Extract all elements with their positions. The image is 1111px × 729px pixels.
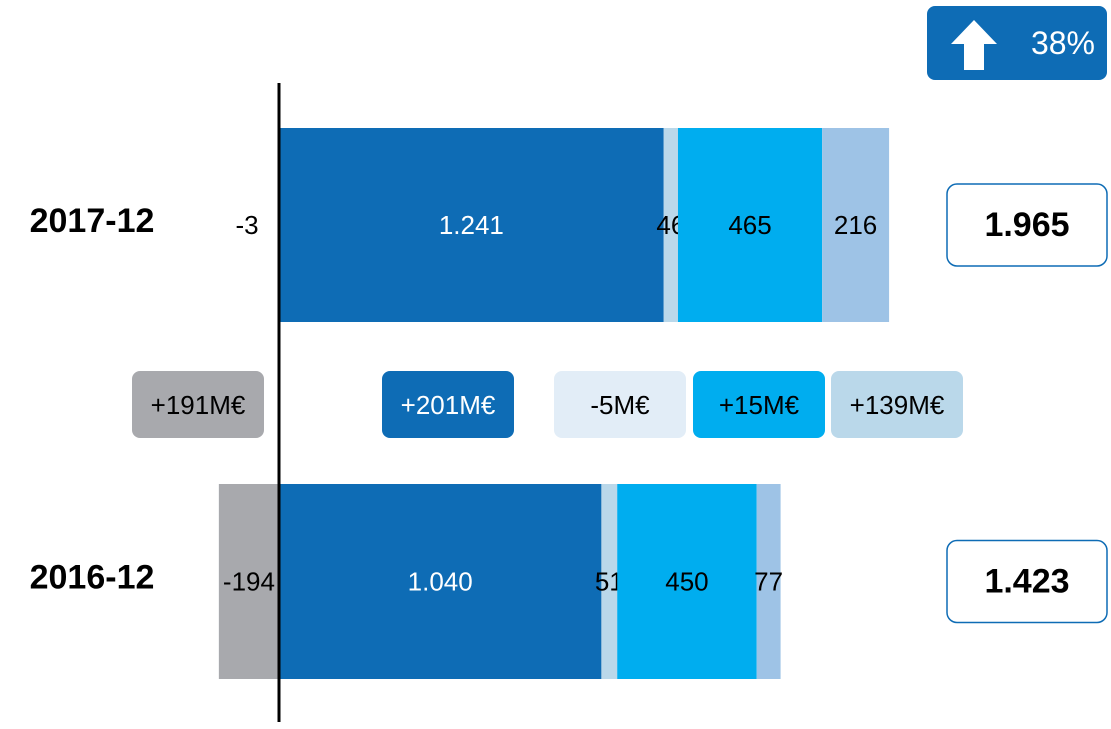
total-box bbox=[946, 539, 1108, 624]
data-label: 77 bbox=[754, 567, 783, 597]
data-label: -3 bbox=[235, 210, 258, 240]
bar-segment bbox=[756, 484, 781, 679]
data-label: -194 bbox=[223, 567, 275, 597]
bar-segment bbox=[601, 484, 618, 679]
change-chip bbox=[132, 371, 264, 438]
data-label: 450 bbox=[665, 567, 708, 597]
bar-segment bbox=[279, 128, 664, 322]
bar-segment bbox=[617, 484, 757, 679]
total-label: 1.965 bbox=[984, 206, 1069, 244]
bar-segment bbox=[677, 128, 823, 322]
data-label: 216 bbox=[834, 210, 877, 240]
data-label: 1.040 bbox=[408, 567, 473, 597]
bar-segment bbox=[279, 484, 602, 679]
category-label: 2016-12 bbox=[30, 559, 155, 597]
data-label: 465 bbox=[728, 210, 771, 240]
total-label: 1.423 bbox=[984, 563, 1069, 601]
change-badge: 38% bbox=[927, 6, 1107, 80]
change-percentage: 38% bbox=[1030, 25, 1095, 61]
change-label: -5M€ bbox=[590, 390, 650, 420]
bar-segment bbox=[218, 484, 279, 679]
change-label: +139M€ bbox=[850, 390, 945, 420]
bar-segment bbox=[822, 128, 890, 322]
change-chip bbox=[554, 371, 686, 438]
category-label: 2017-12 bbox=[30, 202, 155, 240]
change-chip bbox=[693, 371, 825, 438]
change-chip bbox=[382, 371, 514, 438]
change-label: +201M€ bbox=[401, 390, 496, 420]
change-label: +191M€ bbox=[151, 390, 246, 420]
arrow-up-icon bbox=[951, 20, 997, 70]
data-label: 1.241 bbox=[439, 210, 504, 240]
bar-segment bbox=[663, 128, 678, 322]
change-chip bbox=[831, 371, 963, 438]
total-box bbox=[946, 183, 1108, 267]
change-label: +15M€ bbox=[719, 390, 800, 420]
